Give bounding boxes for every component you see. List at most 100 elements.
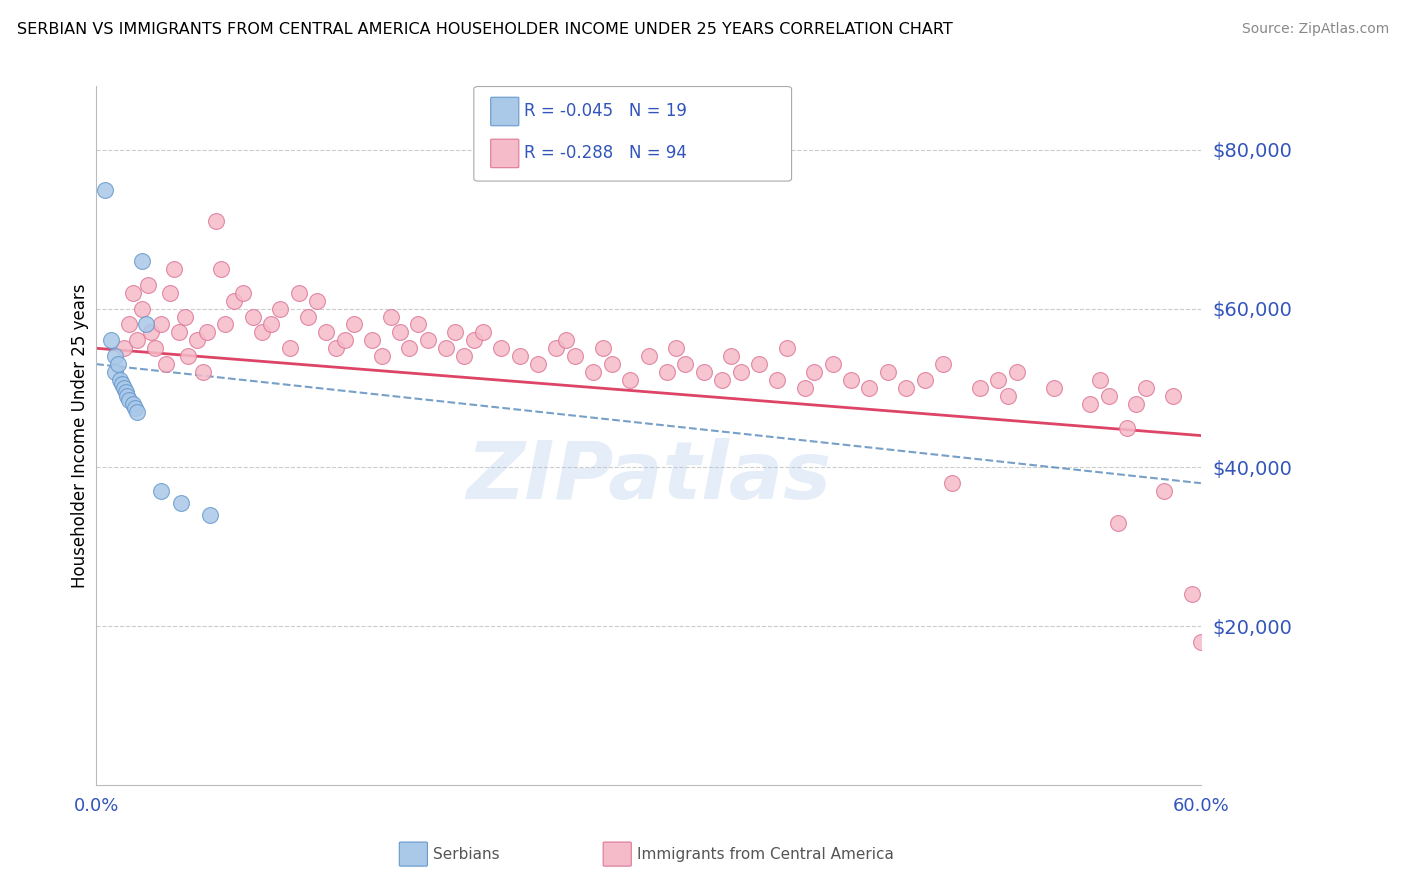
Point — [214, 318, 236, 332]
Point — [398, 341, 420, 355]
Point — [108, 373, 131, 387]
Point — [932, 357, 955, 371]
Point — [969, 381, 991, 395]
Point — [914, 373, 936, 387]
Point — [186, 334, 208, 348]
Point — [858, 381, 880, 395]
Point — [167, 326, 190, 340]
Point — [693, 365, 716, 379]
Point — [124, 401, 146, 415]
Point — [269, 301, 291, 316]
Point — [107, 357, 129, 371]
Point — [149, 484, 172, 499]
Point — [118, 392, 141, 407]
Point — [159, 285, 181, 300]
Point — [343, 318, 366, 332]
Y-axis label: Householder Income Under 25 years: Householder Income Under 25 years — [72, 284, 89, 588]
Point — [122, 285, 145, 300]
Point — [209, 261, 232, 276]
Point — [444, 326, 467, 340]
Point — [333, 334, 356, 348]
Point — [122, 397, 145, 411]
Point — [1107, 516, 1129, 530]
Point — [509, 349, 531, 363]
Point — [766, 373, 789, 387]
Point — [143, 341, 166, 355]
Point — [112, 381, 135, 395]
Point — [434, 341, 457, 355]
Point — [131, 254, 153, 268]
Point — [162, 261, 184, 276]
Point — [1189, 635, 1212, 649]
Point — [100, 334, 122, 348]
Point — [655, 365, 678, 379]
Point — [200, 508, 222, 522]
Point — [453, 349, 475, 363]
Point — [877, 365, 900, 379]
Point — [224, 293, 246, 308]
Point — [592, 341, 614, 355]
Point — [205, 214, 228, 228]
Point — [748, 357, 770, 371]
Text: Immigrants from Central America: Immigrants from Central America — [637, 847, 894, 862]
Point — [564, 349, 586, 363]
Text: Serbians: Serbians — [433, 847, 499, 862]
Point — [242, 310, 264, 324]
Point — [112, 341, 135, 355]
Point — [839, 373, 862, 387]
Point — [125, 405, 148, 419]
Point — [554, 334, 576, 348]
Point — [416, 334, 439, 348]
Point — [104, 349, 127, 363]
Point — [665, 341, 688, 355]
Point — [177, 349, 200, 363]
Point — [191, 365, 214, 379]
Point — [896, 381, 918, 395]
Point — [463, 334, 485, 348]
Point — [821, 357, 844, 371]
Text: SERBIAN VS IMMIGRANTS FROM CENTRAL AMERICA HOUSEHOLDER INCOME UNDER 25 YEARS COR: SERBIAN VS IMMIGRANTS FROM CENTRAL AMERI… — [17, 22, 953, 37]
Point — [997, 389, 1019, 403]
Text: ZIPatlas: ZIPatlas — [465, 439, 831, 516]
Point — [1125, 397, 1147, 411]
Point — [711, 373, 734, 387]
Point — [1135, 381, 1157, 395]
Point — [114, 384, 136, 399]
Point — [730, 365, 752, 379]
Point — [794, 381, 817, 395]
Point — [1080, 397, 1102, 411]
Point — [94, 182, 117, 196]
Point — [117, 389, 139, 403]
Point — [1181, 587, 1204, 601]
Point — [600, 357, 623, 371]
Point — [250, 326, 273, 340]
Point — [170, 496, 193, 510]
Point — [582, 365, 605, 379]
Point — [118, 318, 141, 332]
Point — [471, 326, 494, 340]
Point — [297, 310, 319, 324]
Point — [287, 285, 309, 300]
Point — [527, 357, 550, 371]
Point — [260, 318, 283, 332]
Point — [315, 326, 337, 340]
Text: R = -0.288   N = 94: R = -0.288 N = 94 — [524, 145, 688, 162]
Point — [195, 326, 218, 340]
Point — [987, 373, 1010, 387]
Point — [1005, 365, 1028, 379]
Point — [141, 326, 163, 340]
Point — [307, 293, 329, 308]
Point — [1042, 381, 1064, 395]
Point — [325, 341, 347, 355]
Point — [232, 285, 254, 300]
Point — [775, 341, 797, 355]
Point — [131, 301, 153, 316]
Point — [673, 357, 696, 371]
Point — [136, 277, 159, 292]
Point — [1116, 420, 1139, 434]
Point — [388, 326, 411, 340]
Point — [111, 376, 134, 391]
Point — [546, 341, 568, 355]
Point — [408, 318, 430, 332]
Point — [941, 476, 963, 491]
